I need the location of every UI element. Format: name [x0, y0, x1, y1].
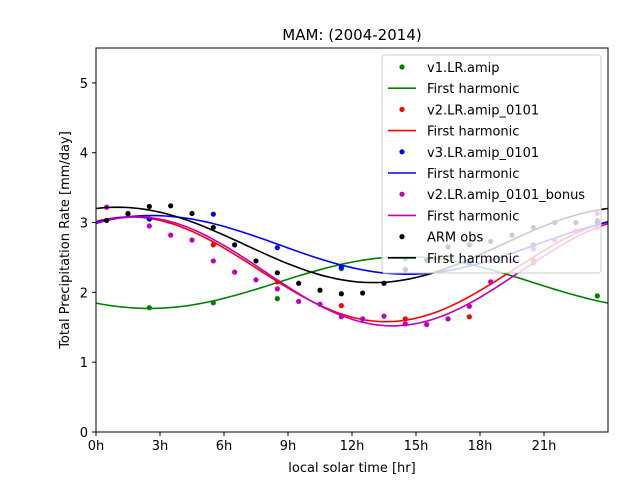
- point-v2-lr-amip-0101-bonus: [381, 313, 387, 319]
- legend-marker-v2-lr-amip-0101: [399, 106, 405, 112]
- legend-label-arm-obs: ARM obs: [427, 231, 483, 246]
- point-v2-lr-amip-0101: [338, 303, 344, 309]
- point-v2-lr-amip-0101-bonus: [466, 303, 472, 309]
- y-tick-label: 4: [80, 147, 88, 162]
- legend-label-v2-lr-amip-0101-bonus: v2.LR.amip_0101_bonus: [427, 188, 585, 203]
- x-tick-label: 21h: [532, 439, 557, 454]
- point-v2-lr-amip-0101-bonus: [360, 316, 366, 322]
- point-v2-lr-amip-0101-bonus: [338, 314, 344, 320]
- x-tick-label: 6h: [216, 439, 233, 454]
- x-axis-label: local solar time [hr]: [288, 461, 415, 476]
- point-arm-obs: [296, 280, 302, 286]
- point-v2-lr-amip-0101-bonus: [253, 277, 259, 283]
- chart-title: MAM: (2004-2014): [282, 26, 421, 44]
- point-v2-lr-amip-0101-bonus: [274, 286, 280, 292]
- point-v1-lr-amip: [146, 305, 152, 311]
- point-arm-obs: [189, 210, 195, 217]
- x-tick-label: 15h: [404, 439, 429, 454]
- point-arm-obs: [253, 258, 259, 264]
- y-tick-label: 0: [80, 426, 88, 441]
- point-v2-lr-amip-0101-bonus: [488, 279, 494, 285]
- y-tick-label: 2: [80, 286, 88, 301]
- fit-line-v1-lr-amip: [96, 255, 608, 310]
- point-arm-obs: [274, 270, 280, 276]
- point-arm-obs: [210, 224, 216, 231]
- legend-fit-label-v1-lr-amip: First harmonic: [427, 82, 519, 97]
- y-axis: 0 1 2 3 4 5: [80, 77, 96, 441]
- point-v2-lr-amip-0101: [402, 316, 408, 322]
- legend-label-v3-lr-amip-0101: v3.LR.amip_0101: [427, 146, 539, 161]
- y-tick-label: 1: [80, 356, 88, 371]
- point-v1-lr-amip: [594, 293, 600, 299]
- point-v2-lr-amip-0101: [466, 314, 472, 320]
- point-v2-lr-amip-0101-bonus: [146, 223, 152, 229]
- point-v1-lr-amip: [274, 296, 280, 302]
- legend-label-v1-lr-amip: v1.LR.amip: [427, 61, 500, 76]
- legend-marker-v1-lr-amip: [399, 64, 405, 70]
- point-v3-lr-amip-0101: [274, 245, 280, 251]
- point-arm-obs: [232, 242, 238, 248]
- x-tick-label: 9h: [280, 439, 297, 454]
- point-v2-lr-amip-0101: [210, 242, 216, 248]
- legend-fit-label-v2-lr-amip-0101-bonus: First harmonic: [427, 209, 519, 224]
- point-arm-obs: [168, 203, 174, 209]
- point-v2-lr-amip-0101-bonus: [445, 316, 451, 322]
- legend-box: [381, 54, 602, 274]
- y-tick-label: 5: [80, 77, 88, 92]
- y-tick-label: 3: [80, 217, 88, 232]
- point-arm-obs: [125, 210, 131, 217]
- point-v2-lr-amip-0101-bonus: [168, 232, 174, 238]
- point-arm-obs: [338, 291, 344, 297]
- point-arm-obs: [360, 290, 366, 296]
- legend-fit-label-arm-obs: First harmonic: [427, 252, 519, 267]
- x-tick-label: 3h: [152, 439, 169, 454]
- point-v2-lr-amip-0101-bonus: [317, 301, 323, 307]
- point-v3-lr-amip-0101: [338, 264, 344, 270]
- point-arm-obs: [104, 217, 110, 224]
- legend-marker-arm-obs: [399, 234, 405, 240]
- legend-fit-label-v2-lr-amip-0101: First harmonic: [427, 125, 519, 140]
- legend-marker-v3-lr-amip-0101: [399, 149, 405, 155]
- point-v2-lr-amip-0101-bonus: [424, 321, 430, 328]
- point-v2-lr-amip-0101-bonus: [210, 258, 216, 264]
- legend: v1.LR.amip First harmonic v2.LR.amip_0101 F…: [381, 54, 602, 274]
- point-v1-lr-amip: [210, 300, 216, 306]
- point-arm-obs: [146, 203, 152, 210]
- x-tick-label: 18h: [468, 439, 493, 454]
- legend-label-v2-lr-amip-0101: v2.LR.amip_0101: [427, 103, 539, 118]
- x-tick-label: 12h: [340, 439, 365, 454]
- x-tick-label: 0h: [88, 439, 105, 454]
- point-v2-lr-amip-0101-bonus: [402, 321, 408, 327]
- point-v3-lr-amip-0101: [210, 211, 216, 217]
- x-axis: 0h 3h 6h 9h 12h 15h 18h 21h: [88, 432, 557, 454]
- point-v2-lr-amip-0101-bonus: [296, 298, 302, 305]
- point-arm-obs: [317, 287, 323, 293]
- point-v2-lr-amip-0101-bonus: [189, 237, 195, 243]
- point-v2-lr-amip-0101-bonus: [232, 269, 238, 275]
- y-axis-label: Total Precipitation Rate [mm/day]: [58, 131, 73, 350]
- legend-marker-v2-lr-amip-0101-bonus: [399, 191, 405, 197]
- legend-fit-label-v3-lr-amip-0101: First harmonic: [427, 167, 519, 182]
- point-arm-obs: [381, 280, 387, 286]
